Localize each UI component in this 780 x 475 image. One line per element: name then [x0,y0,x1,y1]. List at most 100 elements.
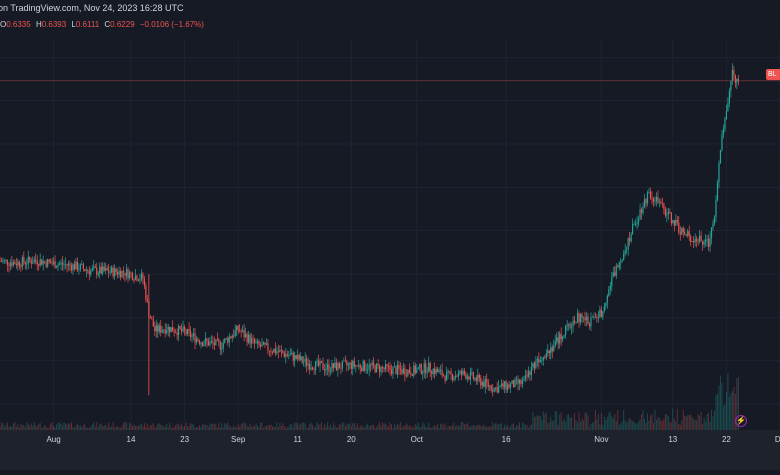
volume-bar [84,423,86,430]
x-tick-label: 14 [127,435,136,444]
candle-body [414,365,416,373]
candle-body [562,336,564,340]
volume-bar [496,424,498,430]
volume-bar [337,427,339,430]
volume-bar [663,418,665,430]
candle-body [585,316,588,321]
volume-bar [355,426,357,430]
candle-body [673,220,675,226]
candle-body [325,368,327,371]
candle-body [304,358,306,362]
volume-bar [673,418,675,430]
candle-body [498,386,500,393]
volume-bar [382,422,384,430]
candle-body [451,373,454,380]
candle-body [374,365,376,373]
volume-bar [507,424,509,430]
volume-bar [642,410,644,430]
candle-body [192,333,195,336]
volume-bar [79,425,81,430]
volume-bar [166,423,168,430]
volume-bar [316,422,318,430]
candle-body [344,360,346,362]
volume-bar [310,422,312,430]
candle-body [122,270,125,273]
candle-body [286,354,288,356]
candle-body [145,285,147,300]
volume-bar [708,412,710,430]
volume-bar [76,423,78,430]
candle-body [626,249,628,251]
volume-bar [498,424,500,430]
volume-bar [731,390,733,430]
candle-body [94,266,96,268]
candle-body [721,134,723,151]
candle-body [661,202,664,204]
volume-bar [0,426,1,430]
volume-bar [262,427,264,430]
candle-body [285,354,287,357]
volume-bar [252,425,254,430]
volume-bar [405,423,407,430]
candle-body [733,70,735,76]
candle-body [694,238,696,243]
candle-body [335,362,338,371]
candle-body [307,363,309,366]
volume-bar [271,426,273,430]
candle-body [401,369,403,374]
candle-body [642,206,644,213]
volume-bar [2,423,4,430]
volume-bar [133,424,135,430]
candle-body [326,364,329,369]
volume-bar [550,416,552,430]
volume-bar [630,419,632,430]
volume-bar [9,426,11,430]
candle-body [460,371,463,375]
candle-body [93,266,95,269]
volume-bar [312,424,314,430]
volume-bar [395,426,397,430]
candle-body [103,266,105,271]
volume-bar [134,425,136,430]
volume-bar [243,422,245,430]
volume-bar [457,426,459,430]
volume-bar [246,425,248,430]
volume-bar [699,415,701,430]
volume-bar [257,425,259,430]
volume-bar [611,416,613,430]
candle-body [253,338,256,344]
candle-body [527,371,530,377]
volume-bar [541,420,543,430]
candle-body [466,376,469,379]
lightning-icon[interactable]: ⚡ [735,415,747,427]
candle-body [82,264,84,269]
volume-bar [277,427,279,430]
volume-bar [15,426,17,430]
candle-body [139,279,141,281]
candle-body [727,103,729,112]
candle-body [227,338,229,343]
candle-body [615,266,617,276]
candle-body [303,361,305,363]
volume-bar [72,426,74,430]
volume-bar [721,382,723,430]
candle-body [128,272,131,279]
candle-body [624,250,626,255]
x-tick-label: 23 [180,435,189,444]
candle-body [228,336,230,343]
candle-body [2,260,4,262]
candle-body [67,263,70,266]
volume-bar [492,422,494,430]
volume-bar [103,425,105,430]
volume-bar [408,426,410,430]
volume-bar [440,423,442,430]
candle-body [206,338,208,342]
volume-bar [251,427,253,430]
candle-body [389,366,391,371]
volume-bar [560,412,562,430]
candle-body [518,379,521,384]
candle-body [66,264,68,266]
volume-bar [152,423,154,430]
